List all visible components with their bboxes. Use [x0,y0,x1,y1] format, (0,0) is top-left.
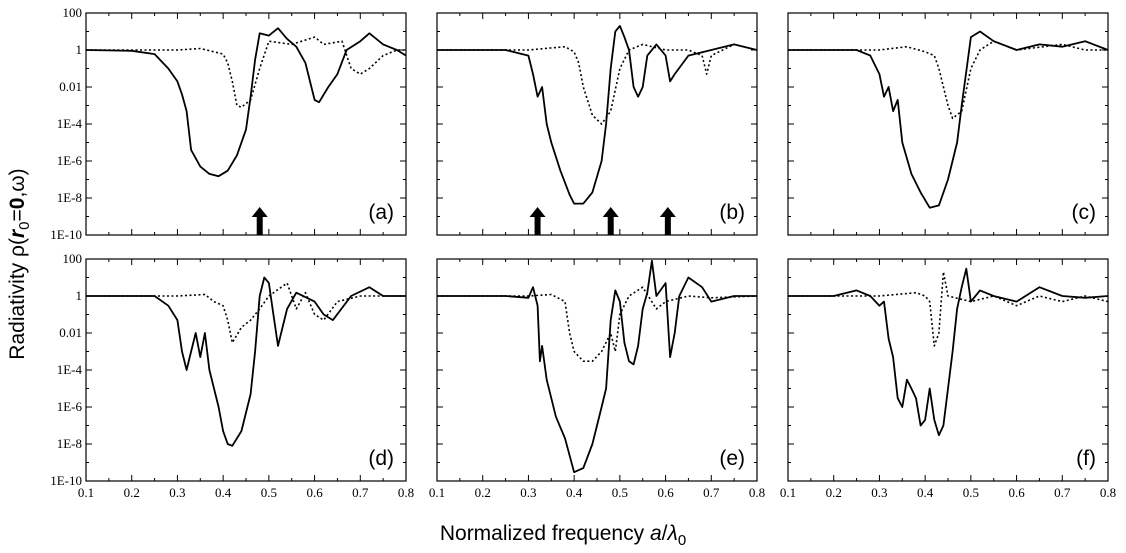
panel-a-y-tick-label: 100 [63,5,83,20]
panel-d-x-tick-label: 0.4 [215,485,232,500]
panel-d-y-tick-label: 100 [63,251,83,266]
panel-b-arrow-marker [602,207,619,235]
panel-f: 0.1 0.2 0.3 0.4 0.5 0.6 0.7 0.8 (f) [780,258,1116,500]
panel-f-label: (f) [1076,447,1096,470]
panel-a-y-tick-label: 1E-8 [57,190,82,205]
panel-d-x-tick-label: 0.5 [261,485,277,500]
panel-a-series-dotted-line [86,36,406,109]
panel-a-y-tick-label: 1E-4 [57,116,83,131]
panel-a-series-solid-line [86,27,406,178]
panel-f-x-tick-label: 0.8 [1100,485,1116,500]
panel-e-x-tick-label: 0.7 [703,485,720,500]
panel-a-arrow-marker [251,207,268,235]
panel-f-x-tick-label: 0.6 [1008,485,1025,500]
panel-c-series-solid-line [788,30,1108,209]
panel-f-series-solid-line [788,267,1108,437]
panel-e-series-solid-line [437,259,757,474]
panel-a-label: (a) [368,201,394,224]
panel-d-y-tick-label: 1E-4 [57,362,83,377]
panel-e-x-tick-label: 0.3 [520,485,536,500]
panel-d-y-tick-label: 1 [76,288,83,303]
panel-a-y-tick-label: 1E-10 [50,227,82,242]
panel-b-arrow-marker [659,207,676,235]
panel-b-label: (b) [719,201,745,224]
y-axis-title-part-6: ,ω) [6,168,29,197]
panel-b-series-dotted-line [437,43,757,125]
panel-e-label: (e) [719,447,745,470]
panel-e-x-tick-label: 0.6 [657,485,674,500]
panel-f-x-tick-label: 0.2 [826,485,842,500]
panel-e-x-tick-label: 0.5 [612,485,628,500]
x-axis-title: Normalized frequency a/λ0 [440,522,686,549]
panel-f-x-tick-label: 0.7 [1054,485,1071,500]
panel-e: 0.1 0.2 0.3 0.4 0.5 0.6 0.7 0.8 (e) [429,258,765,500]
panel-d-x-tick-label: 0.2 [124,485,140,500]
y-axis-title-part-4: = [6,209,29,221]
panel-a-y-tick-label: 1 [76,42,83,57]
panel-a-y-tick-label: 1E-6 [57,153,83,168]
panel-c-series-dotted-line [788,40,1108,120]
panel-d-y-tick-label: 1E-6 [57,399,83,414]
panel-d-x-tick-label: 0.6 [306,485,323,500]
panel-f-x-tick-label: 0.4 [917,485,934,500]
panel-e-x-tick-label: 0.1 [429,485,445,500]
panel-d-y-tick-label: 0.01 [59,325,82,340]
panel-b-frame [436,12,758,236]
x-axis-title-part-1: Normalized frequency [440,522,650,545]
panels-group: 100 1 0.01 1E-4 1E-6 1E-8 1E-10 (a) (b) (c) 0.1 0.2… [50,5,1116,500]
panel-c-label: (c) [1072,201,1097,224]
panel-f-x-tick-label: 0.3 [871,485,887,500]
panel-b-arrow-marker [529,207,546,235]
panel-d-x-tick-label: 0.8 [398,485,414,500]
x-axis-title-part-4: λ [666,522,677,545]
y-axis-title-part-5: 0 [6,198,29,210]
panel-f-x-tick-label: 0.5 [963,485,979,500]
panel-d-y-tick-label: 1E-10 [50,473,82,488]
panel-e-x-tick-label: 0.4 [566,485,583,500]
panel-d-x-tick-label: 0.7 [352,485,369,500]
x-axis-title-part-3: / [662,522,668,545]
panel-a: 100 1 0.01 1E-4 1E-6 1E-8 1E-10 (a) [50,5,407,242]
panel-d-x-tick-label: 0.1 [78,485,94,500]
x-axis-title-part-5: 0 [678,532,686,549]
x-axis-title-part-2: a [650,522,662,545]
panel-e-x-tick-label: 0.2 [475,485,491,500]
panel-d-x-tick-label: 0.3 [169,485,185,500]
panel-e-frame [436,258,758,482]
panel-e-x-tick-label: 0.8 [749,485,765,500]
panel-d-label: (d) [368,447,394,470]
panel-c: (c) [787,12,1109,236]
panel-b-series-solid-line [437,25,757,205]
panel-d-y-tick-label: 1E-8 [57,436,82,451]
panel-f-x-tick-label: 0.1 [780,485,796,500]
panel-a-y-tick-label: 0.01 [59,79,82,94]
panel-d-series-solid-line [86,276,406,447]
y-axis-title: Radiativity ρ(r0=0,ω) [6,168,33,359]
y-axis-title-part-2: r [6,228,29,238]
panel-b: (b) [436,12,758,236]
panel-d: 0.1 0.2 0.3 0.4 0.5 0.6 0.7 0.8 100 1 0.01 1E-4 1E-6… [50,251,414,500]
panel-f-series-dotted-line [788,271,1108,347]
y-axis-title-part-3: 0 [16,222,33,230]
y-axis-title-part-1: Radiativity ρ( [6,238,29,360]
